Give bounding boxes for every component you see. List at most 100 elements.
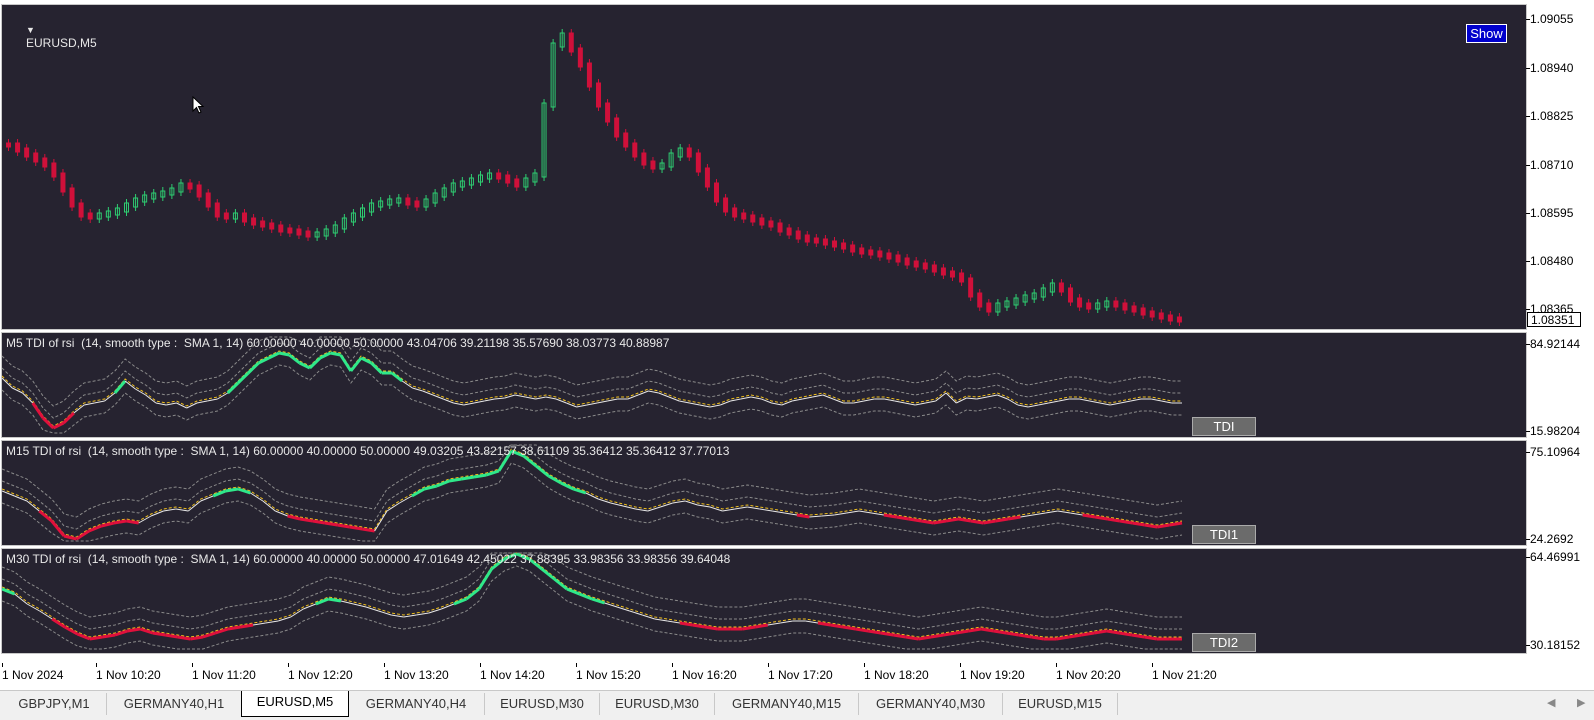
tdi-m15-lines bbox=[2, 444, 1183, 542]
tab-eurusd-m30[interactable]: EURUSD,M30 bbox=[485, 693, 600, 715]
tdi2-button[interactable]: TDI2 bbox=[1192, 633, 1256, 652]
tdi-rsi-segment bbox=[412, 387, 423, 392]
tab-germany40-m15[interactable]: GERMANY40,M15 bbox=[715, 693, 859, 715]
tdi-rsi-segment bbox=[378, 610, 392, 616]
tdi-rsi-segment bbox=[1118, 631, 1133, 637]
tdi-rsi-segment bbox=[576, 404, 587, 408]
tdi1-button[interactable]: TDI1 bbox=[1192, 525, 1256, 544]
tdi-rsi-segment bbox=[177, 635, 191, 641]
tdi-rsi-segment bbox=[880, 631, 894, 637]
tdi-rsi-segment bbox=[477, 568, 493, 590]
candle-body bbox=[605, 102, 611, 123]
tdi-rsi-segment bbox=[863, 398, 875, 402]
tdi-rsi-segment bbox=[734, 506, 748, 510]
tdi-rsi-segment bbox=[956, 397, 967, 404]
tdi-rsi-segment bbox=[1107, 517, 1121, 523]
price-tick: 1.08940 bbox=[1525, 61, 1574, 75]
candle-body bbox=[232, 212, 238, 220]
price-chart-pane[interactable]: ▼ EURUSD,M5 Show bbox=[1, 4, 1527, 330]
tab-germany40-m30[interactable]: GERMANY40,M30 bbox=[859, 693, 1003, 715]
tdi-rsi-segment bbox=[980, 627, 994, 633]
candle-body bbox=[350, 212, 356, 223]
tab-gbpjpy-m1[interactable]: GBPJPY,M1 bbox=[2, 693, 107, 715]
show-button[interactable]: Show bbox=[1466, 24, 1507, 43]
tdi-rsi-segment bbox=[287, 514, 301, 521]
tdi-rsi-segment bbox=[138, 515, 152, 524]
scroll-left-icon[interactable]: ◀ bbox=[1547, 697, 1556, 709]
tab-eurusd-m15[interactable]: EURUSD,M15 bbox=[1003, 693, 1118, 715]
tdi-rsi-segment bbox=[867, 629, 881, 635]
tdi-button[interactable]: TDI bbox=[1192, 417, 1256, 436]
tdi-rsi-segment bbox=[1057, 510, 1071, 514]
candle-body bbox=[850, 244, 856, 253]
scroll-right-icon[interactable]: ▶ bbox=[1577, 697, 1586, 709]
tdi-max-value: 84.92144 bbox=[1525, 337, 1581, 351]
tdi-rsi-segment bbox=[428, 608, 442, 614]
tdi-rsi-segment bbox=[226, 381, 240, 395]
tdi-rsi-segment bbox=[52, 421, 65, 430]
tdi-rsi-segment bbox=[14, 495, 28, 502]
tdi-rsi-segment bbox=[689, 402, 700, 406]
tab-eurusd-m30-2[interactable]: EURUSD,M30 bbox=[600, 693, 715, 715]
candle-body bbox=[214, 202, 220, 218]
tdi-rsi-segment bbox=[401, 380, 413, 389]
candle-body bbox=[459, 180, 465, 188]
tdi-rsi-segment bbox=[299, 517, 313, 523]
tdi-rsi-segment bbox=[51, 617, 66, 629]
candle-body bbox=[142, 194, 148, 203]
tdi-rsi-segment bbox=[908, 517, 922, 523]
tdi-rsi-segment bbox=[616, 606, 630, 612]
tdi-rsi-segment bbox=[767, 622, 781, 626]
tdi-rsi-segment bbox=[1038, 402, 1049, 406]
tdi-rsi-segment bbox=[463, 402, 475, 406]
tdi-rsi-segment bbox=[809, 515, 822, 518]
time-label: 1 Nov 10:20 bbox=[96, 663, 161, 682]
tdi-rsi-segment bbox=[648, 390, 659, 394]
tdi-rsi-segment bbox=[315, 597, 329, 606]
tdi-rsi-segment bbox=[155, 402, 167, 406]
tdi-rsi-segment bbox=[545, 396, 557, 400]
tdi-rsi-segment bbox=[514, 394, 526, 398]
tdi-rsi-segment bbox=[113, 519, 127, 525]
tdi-rsi-segment bbox=[12, 387, 23, 394]
tab-germany40-h4[interactable]: GERMANY40,H4 bbox=[348, 693, 485, 715]
tdi-rsi-segment bbox=[403, 614, 417, 618]
tdi-m30-pane[interactable]: M30 TDI of rsi (14, smooth type : SMA 1,… bbox=[1, 548, 1527, 654]
candle-body bbox=[124, 202, 129, 213]
tdi-rsi-segment bbox=[742, 625, 756, 631]
candle-body bbox=[1058, 282, 1064, 293]
tdi-rsi-segment bbox=[679, 621, 693, 627]
candle-body bbox=[1122, 302, 1128, 311]
candle-body bbox=[60, 172, 66, 193]
tdi-rsi-segment bbox=[516, 552, 530, 561]
tdi-rsi-segment bbox=[2, 490, 15, 497]
time-label: 1 Nov 19:20 bbox=[960, 663, 1025, 682]
candle-body bbox=[641, 152, 647, 166]
tdi-rsi-segment bbox=[930, 633, 944, 639]
tdi-rsi-segment bbox=[528, 557, 543, 571]
tdi-rsi-segment bbox=[822, 394, 834, 400]
tdi-line bbox=[2, 342, 1182, 419]
tdi-rsi-segment bbox=[904, 402, 916, 406]
tdi-rsi-segment bbox=[709, 506, 723, 512]
tdi-rsi-segment bbox=[240, 623, 254, 629]
candle-body bbox=[1004, 300, 1010, 308]
candle-body bbox=[423, 198, 429, 208]
candle-body bbox=[405, 197, 411, 206]
candle-body bbox=[859, 247, 865, 255]
tdi-rsi-segment bbox=[709, 404, 721, 408]
collapse-triangle-icon[interactable]: ▼ bbox=[26, 25, 35, 35]
tdi-rsi-segment bbox=[465, 587, 480, 601]
tdi-rsi-segment bbox=[958, 517, 972, 523]
tdi-m15-pane[interactable]: M15 TDI of rsi (14, smooth type : SMA 1,… bbox=[1, 440, 1527, 546]
candle-body bbox=[1022, 294, 1028, 303]
tdi-m5-pane[interactable]: M5 TDI of rsi (14, smooth type : SMA 1, … bbox=[1, 332, 1527, 438]
candle-body bbox=[514, 178, 520, 188]
candle-body bbox=[986, 302, 992, 313]
tdi-rsi-segment bbox=[164, 633, 178, 639]
tab-germany40-h1[interactable]: GERMANY40,H1 bbox=[107, 693, 242, 715]
tab-eurusd-m5[interactable]: EURUSD,M5 bbox=[241, 691, 349, 717]
tdi-rsi-segment bbox=[288, 353, 301, 365]
tdi-rsi-segment bbox=[497, 450, 513, 472]
candle-body bbox=[496, 172, 502, 180]
